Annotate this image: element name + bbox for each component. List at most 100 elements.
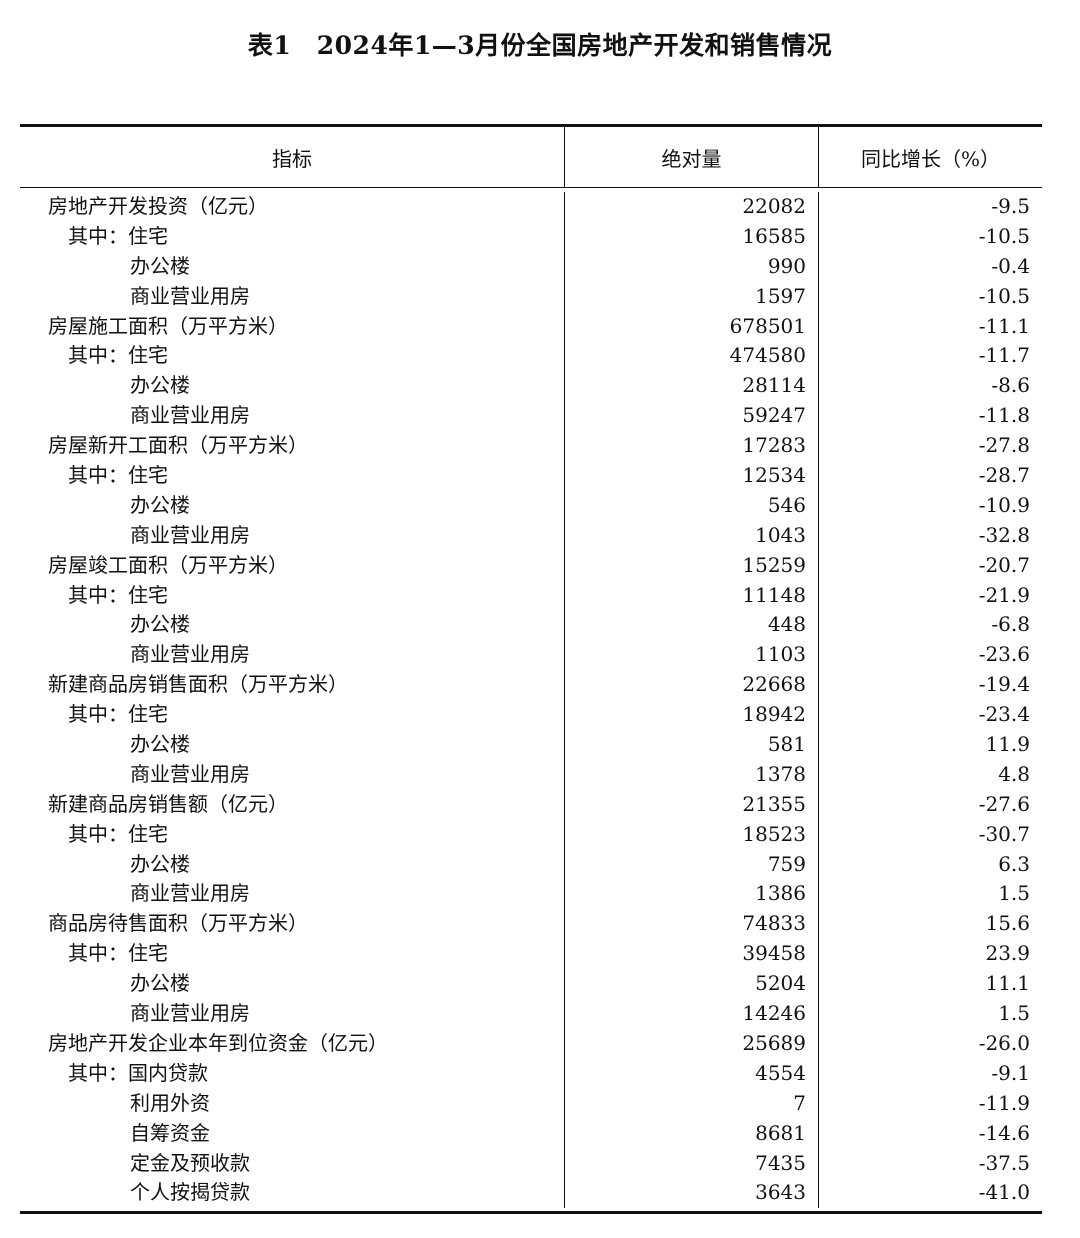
table-row: 新建商品房销售面积（万平方米） 22668 -19.4 <box>20 670 1042 701</box>
row-yoy: -30.7 <box>978 821 1030 846</box>
row-label: 定金及预收款 <box>20 1148 565 1179</box>
row-value: 74833 <box>565 909 819 940</box>
row-label: 房地产开发投资（亿元） <box>20 192 565 222</box>
row-value: 17283 <box>565 431 819 462</box>
row-yoy: 1.5 <box>998 1001 1030 1026</box>
row-label: 房屋竣工面积（万平方米） <box>20 550 565 581</box>
row-value: 22668 <box>565 670 819 701</box>
row-yoy: -26.0 <box>978 1030 1030 1055</box>
row-label: 办公楼 <box>20 251 565 282</box>
table-row: 其中：住宅 11148 -21.9 <box>20 580 1042 611</box>
row-yoy: 11.1 <box>985 971 1030 996</box>
row-value: 678501 <box>565 311 819 342</box>
row-yoy: -0.4 <box>991 253 1030 278</box>
row-yoy: -11.7 <box>978 343 1030 368</box>
table-row: 房地产开发投资（亿元） 22082 -9.5 <box>20 192 1042 222</box>
row-label: 其中：住宅 <box>20 580 565 611</box>
row-value: 21355 <box>565 789 819 820</box>
row-yoy: -9.5 <box>991 194 1030 218</box>
row-value: 1043 <box>565 520 819 551</box>
table-row: 商业营业用房 1043 -32.8 <box>20 520 1042 551</box>
row-yoy: -6.8 <box>991 612 1030 637</box>
row-label: 商业营业用房 <box>20 640 565 671</box>
table-row: 办公楼 5204 11.1 <box>20 969 1042 1000</box>
row-yoy: -11.1 <box>978 313 1030 338</box>
table-row: 商业营业用房 59247 -11.8 <box>20 401 1042 432</box>
row-value: 15259 <box>565 550 819 581</box>
row-value: 5204 <box>565 969 819 1000</box>
table-header: 指标 绝对量 同比增长（%） <box>20 127 1042 188</box>
row-label: 商业营业用房 <box>20 999 565 1029</box>
row-value: 474580 <box>565 341 819 372</box>
row-yoy: -27.6 <box>978 791 1030 816</box>
row-yoy: -11.9 <box>978 1090 1030 1115</box>
row-yoy: -20.7 <box>978 552 1030 577</box>
row-value: 759 <box>565 849 819 880</box>
table-row: 个人按揭贷款 3643 -41.0 <box>20 1178 1042 1209</box>
table-row: 房地产开发企业本年到位资金（亿元） 25689 -26.0 <box>20 1028 1042 1059</box>
row-value: 18942 <box>565 700 819 731</box>
row-label: 其中：国内贷款 <box>20 1058 565 1089</box>
row-label: 个人按揭贷款 <box>20 1178 565 1209</box>
row-value: 59247 <box>565 401 819 432</box>
table-row: 其中：住宅 474580 -11.7 <box>20 341 1042 372</box>
row-label: 房地产开发企业本年到位资金（亿元） <box>20 1028 565 1059</box>
row-yoy: -23.4 <box>978 702 1030 727</box>
row-yoy: -41.0 <box>978 1180 1030 1205</box>
row-label: 商业营业用房 <box>20 759 565 790</box>
table-row: 其中：住宅 18942 -23.4 <box>20 700 1042 731</box>
row-label: 其中：住宅 <box>20 819 565 850</box>
row-value: 25689 <box>565 1028 819 1059</box>
table-row: 办公楼 990 -0.4 <box>20 251 1042 282</box>
row-value: 16585 <box>565 221 819 252</box>
row-value: 448 <box>565 610 819 641</box>
row-yoy: 4.8 <box>998 761 1030 786</box>
table-body: 房地产开发投资（亿元） 22082 -9.5 其中：住宅 16585 -10.5 办公楼 99… <box>20 188 1042 1211</box>
table-row: 定金及预收款 7435 -37.5 <box>20 1148 1042 1179</box>
row-yoy: 1.5 <box>998 881 1030 906</box>
row-yoy: -10.9 <box>978 492 1030 517</box>
row-yoy: 6.3 <box>998 851 1030 876</box>
data-table: 指标 绝对量 同比增长（%） 房地产开发投资（亿元） 22082 -9.5 其中：住宅… <box>20 124 1042 1215</box>
row-value: 12534 <box>565 461 819 491</box>
row-value: 18523 <box>565 819 819 850</box>
table-row: 自筹资金 8681 -14.6 <box>20 1118 1042 1149</box>
row-value: 1597 <box>565 281 819 312</box>
table-row: 其中：住宅 16585 -10.5 <box>20 221 1042 252</box>
table-row: 房屋竣工面积（万平方米） 15259 -20.7 <box>20 550 1042 581</box>
row-value: 990 <box>565 251 819 282</box>
row-value: 22082 <box>565 192 819 222</box>
row-value: 11148 <box>565 580 819 611</box>
row-yoy: -19.4 <box>978 672 1030 697</box>
row-label: 商业营业用房 <box>20 879 565 910</box>
table-row: 办公楼 546 -10.9 <box>20 490 1042 521</box>
table-row: 其中：住宅 39458 23.9 <box>20 939 1042 970</box>
table-row: 办公楼 759 6.3 <box>20 849 1042 880</box>
row-value: 28114 <box>565 371 819 402</box>
row-label: 办公楼 <box>20 371 565 402</box>
row-label: 房屋新开工面积（万平方米） <box>20 431 565 462</box>
table-row: 房屋施工面积（万平方米） 678501 -11.1 <box>20 311 1042 342</box>
row-yoy: -28.7 <box>978 463 1030 488</box>
row-value: 4554 <box>565 1058 819 1089</box>
row-label: 其中：住宅 <box>20 341 565 372</box>
row-value: 1386 <box>565 879 819 910</box>
row-yoy: -21.9 <box>978 582 1030 607</box>
table-row: 新建商品房销售额（亿元） 21355 -27.6 <box>20 789 1042 820</box>
row-yoy: 15.6 <box>985 911 1030 936</box>
row-yoy: -37.5 <box>978 1150 1030 1175</box>
table-row: 其中：国内贷款 4554 -9.1 <box>20 1058 1042 1089</box>
row-value: 581 <box>565 730 819 760</box>
row-label: 商业营业用房 <box>20 281 565 312</box>
table-title: 表1 2024年1—3月份全国房地产开发和销售情况 <box>247 31 833 60</box>
row-label: 其中：住宅 <box>20 939 565 970</box>
header-absolute: 绝对量 <box>565 127 819 187</box>
row-yoy: -23.6 <box>978 642 1030 667</box>
row-label: 办公楼 <box>20 490 565 521</box>
row-yoy: -10.5 <box>978 283 1030 308</box>
table-row: 办公楼 28114 -8.6 <box>20 371 1042 402</box>
row-yoy: -8.6 <box>991 373 1030 398</box>
table-row: 办公楼 581 11.9 <box>20 730 1042 760</box>
row-yoy: -27.8 <box>978 433 1030 458</box>
table-row: 商业营业用房 14246 1.5 <box>20 999 1042 1029</box>
